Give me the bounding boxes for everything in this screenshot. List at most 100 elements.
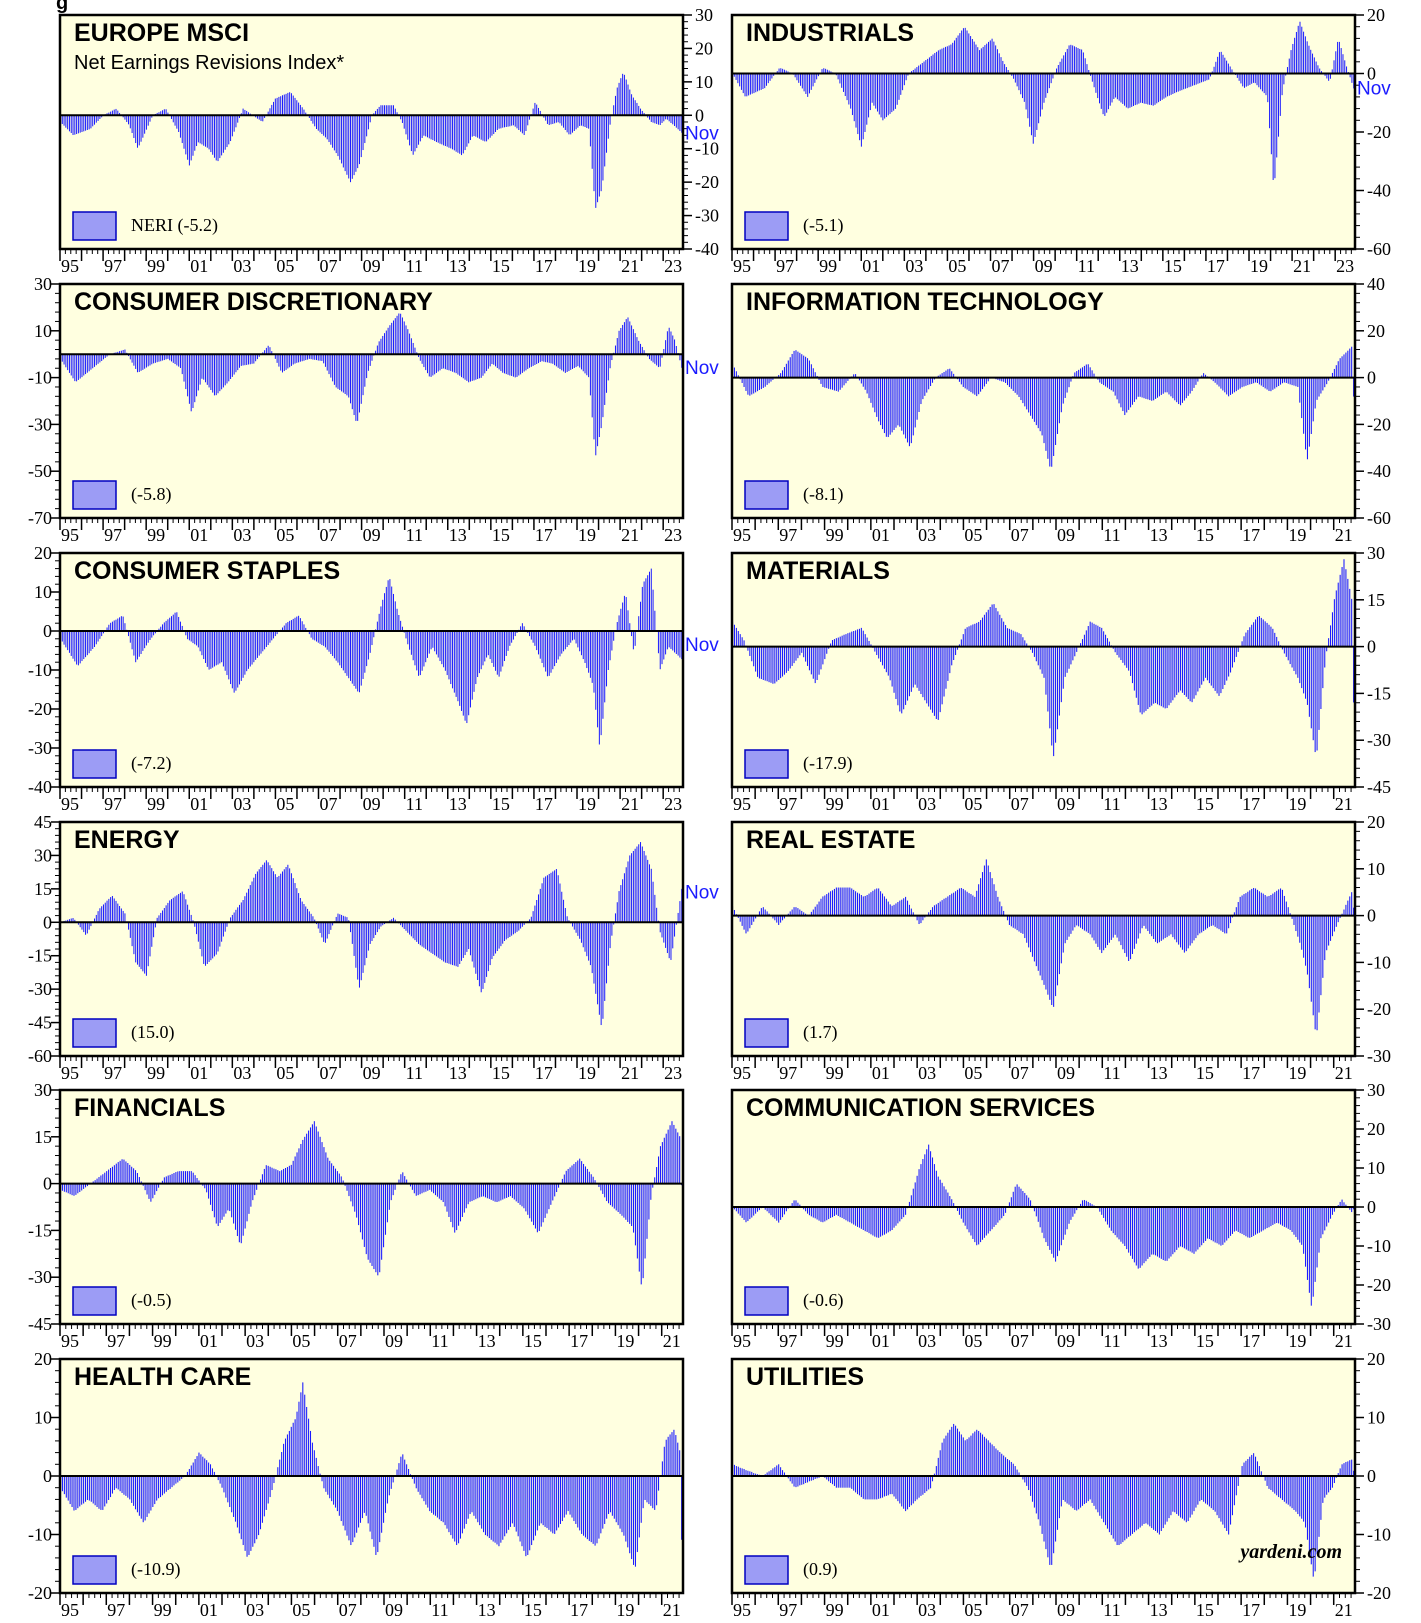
bar-mark [910,1195,912,1207]
bar-mark [831,890,834,916]
bar-mark [351,922,353,944]
bar-mark [766,911,768,916]
bar-mark [1010,629,1012,647]
bar-mark [255,354,257,362]
bar-mark [516,354,518,377]
bar-mark [513,1183,515,1200]
bar-mark [552,115,554,124]
bar-mark [127,1163,129,1184]
bar-mark [389,325,391,355]
bar-mark [367,1183,369,1260]
bar-mark [1218,1207,1220,1245]
bar-mark [1052,73,1054,79]
bar-mark [1303,1207,1305,1254]
bar-mark [778,915,780,925]
bar-mark [878,646,880,659]
bar-mark [1210,915,1212,926]
bar-mark [557,354,559,368]
bar-mark [826,69,828,74]
bar-mark [912,646,914,688]
bar-mark [154,1183,156,1195]
bar-mark [654,894,656,923]
bar-mark [221,354,223,390]
bar-mark [85,631,87,658]
bar-mark [737,915,739,918]
bar-mark [814,372,816,378]
bar-mark [113,898,115,923]
bar-mark [1351,892,1353,916]
bar-mark [606,631,608,687]
bar-mark [375,350,377,355]
bar-mark [1337,41,1339,74]
y-tick-label: 40 [1367,274,1385,294]
bar-mark [1328,73,1330,81]
bar-mark [835,1207,837,1215]
bar-mark [791,353,793,378]
bar-mark [970,894,972,916]
bar-mark [249,885,251,923]
bar-mark [749,73,751,95]
bar-mark [288,1165,290,1184]
bar-mark [830,71,832,74]
bar-mark [987,865,989,916]
bar-mark [579,1158,581,1184]
bar-mark [1051,377,1053,467]
bar-mark [1170,1207,1172,1257]
bar-mark [1220,377,1222,389]
bar-mark [1322,377,1324,391]
bar-mark [926,646,928,704]
bar-mark [570,631,572,643]
bar-mark [425,1183,427,1192]
bar-mark [278,875,280,923]
bar-mark [880,1207,882,1237]
bar-mark [577,115,579,128]
bar-mark [609,631,611,661]
bar-mark [174,115,176,126]
bar-mark [398,615,400,631]
bar-mark [333,631,335,659]
bar-mark [778,68,780,74]
bar-mark [536,104,538,116]
bar-mark [643,112,645,116]
bar-mark [185,899,187,923]
bar-mark [1237,902,1239,916]
bar-mark [221,1183,223,1220]
bar-mark [226,115,228,148]
bar-mark [1066,1207,1068,1230]
bar-mark [1124,377,1126,416]
bar-mark [1022,73,1024,99]
bar-mark [493,631,495,667]
bar-mark [158,1183,160,1188]
bar-mark [1292,43,1294,74]
bar-mark [321,354,323,361]
x-tick-label: 13 [449,256,467,276]
bar-mark [1137,1207,1139,1269]
bar-mark [1331,915,1333,937]
bar-mark [303,354,305,361]
bar-mark [1114,1207,1116,1236]
bar-mark [67,115,69,130]
bar-mark [70,115,72,134]
bar-mark [557,631,559,660]
bar-mark [1247,73,1249,86]
bar-mark [301,901,303,923]
bar-mark [1233,912,1235,916]
bar-mark [407,329,409,355]
bar-mark [760,73,762,90]
bar-mark [661,115,663,123]
bar-mark [1243,1207,1245,1236]
bar-mark [1118,915,1120,942]
x-tick-label: 95 [733,525,751,545]
bar-mark [536,354,538,365]
bar-mark [392,917,394,923]
bar-mark [741,637,743,647]
bar-mark [1166,915,1168,938]
bar-mark [839,636,841,647]
bar-mark [512,115,514,126]
bar-mark [1018,73,1020,91]
bar-mark [1056,68,1058,74]
bar-mark [764,377,766,387]
bar-mark [1168,1207,1170,1259]
bar-mark [250,1183,252,1207]
bar-mark [1099,915,1101,950]
